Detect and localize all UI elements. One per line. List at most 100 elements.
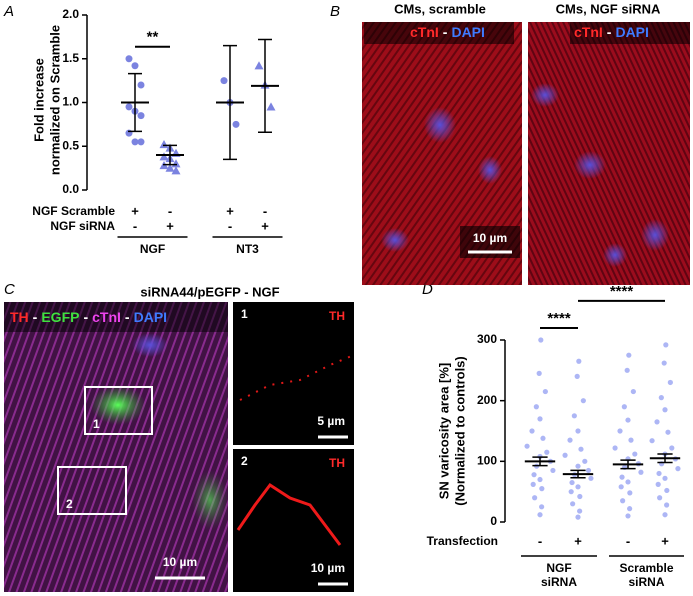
- scale-label: 10 µm: [473, 231, 507, 245]
- row-sign: -: [263, 203, 267, 218]
- stain-text: -: [83, 309, 88, 325]
- row-label: Transfection: [427, 534, 498, 548]
- data-point: [664, 502, 670, 508]
- y-tick-label: 2.0: [62, 7, 79, 21]
- panel-letter: B: [330, 3, 340, 20]
- panel-letter: A: [3, 3, 14, 20]
- stain-legend: cTnI - DAPI: [574, 24, 649, 40]
- data-point: [585, 467, 592, 474]
- data-point: [665, 429, 671, 435]
- row-sign: +: [574, 533, 582, 548]
- data-point: [649, 438, 655, 444]
- row-sign: -: [538, 533, 542, 548]
- stain-text: EGFP: [41, 309, 79, 325]
- image-title: CMs, scramble: [394, 1, 486, 16]
- data-point: [538, 337, 544, 343]
- data-point: [125, 103, 133, 111]
- data-point: [137, 112, 145, 120]
- data-point: [577, 493, 583, 500]
- egfp-cell: [192, 470, 228, 530]
- stain-text: cTnI: [410, 24, 439, 40]
- group-label: siRNA: [541, 575, 577, 589]
- data-point: [630, 388, 636, 395]
- nucleus: [603, 243, 627, 267]
- data-point: [539, 486, 545, 492]
- stain-text: DAPI: [615, 24, 648, 40]
- data-point: [625, 417, 631, 423]
- label-bg: [4, 302, 228, 332]
- data-point: [620, 498, 626, 504]
- y-tick-label: 100: [477, 454, 497, 468]
- data-point: [137, 81, 145, 89]
- row-sign: -: [168, 203, 172, 218]
- data-point: [662, 512, 668, 518]
- stain-legend: TH - EGFP - cTnI - DAPI: [10, 309, 167, 325]
- significance-label: ****: [610, 283, 634, 300]
- error-bar: [532, 456, 548, 467]
- inset-stain: TH: [329, 456, 345, 470]
- data-point: [621, 404, 627, 410]
- error-bar: [223, 44, 237, 161]
- data-point: [662, 407, 668, 413]
- scale-label: 10 µm: [163, 555, 197, 569]
- image-title: CMs, NGF siRNA: [556, 1, 661, 16]
- data-point: [574, 373, 580, 379]
- stain-text: -: [125, 309, 130, 325]
- data-point: [531, 472, 537, 478]
- stain-text: -: [33, 309, 38, 325]
- inset-stain: TH: [329, 309, 345, 323]
- significance-label: **: [147, 29, 159, 46]
- row-sign: -: [626, 533, 630, 548]
- group-label: NGF: [140, 242, 165, 256]
- data-point: [575, 463, 581, 469]
- panel-c: siRNA44/pEGFP - NGF 1 2 10 µm 1 TH 5 µm …: [4, 284, 355, 592]
- data-point: [571, 413, 577, 419]
- data-point: [667, 379, 673, 386]
- nucleus: [641, 219, 669, 251]
- nucleus: [424, 107, 456, 143]
- data-point: [529, 428, 535, 434]
- data-point: [542, 388, 548, 395]
- row-sign: +: [661, 533, 669, 548]
- data-point: [537, 416, 543, 422]
- row-sign: +: [261, 218, 269, 233]
- stain-text: cTnI: [92, 309, 121, 325]
- error-bar: [128, 72, 142, 133]
- nucleus: [381, 228, 409, 252]
- inset-box-label: 1: [93, 417, 100, 431]
- nucleus: [531, 83, 559, 107]
- y-tick-label: 300: [477, 332, 497, 346]
- data-point: [580, 398, 586, 404]
- data-point: [578, 446, 584, 452]
- panel-letter: C: [4, 281, 15, 298]
- row-sign: +: [226, 203, 234, 218]
- data-point: [576, 358, 582, 364]
- data-point: [624, 367, 630, 373]
- image-title: siRNA44/pEGFP - NGF: [140, 284, 279, 299]
- data-point: [254, 61, 264, 70]
- data-point: [550, 467, 556, 474]
- panel-b: CMs, scramble CMs, NGF siRNA 10 µm: [362, 1, 690, 285]
- y-axis-label: SN varicosity area [%]: [436, 363, 451, 500]
- data-point: [658, 395, 664, 401]
- data-point: [532, 495, 538, 501]
- y-axis-label: Fold increase: [31, 58, 46, 142]
- stain-text: cTnI: [574, 24, 603, 40]
- data-point: [655, 481, 661, 487]
- stain-text: DAPI: [451, 24, 484, 40]
- group-label: NT3: [236, 242, 259, 256]
- data-point: [131, 62, 139, 70]
- data-point: [165, 163, 175, 172]
- data-point: [625, 513, 631, 519]
- data-point: [524, 443, 530, 449]
- stain-text: -: [443, 24, 448, 40]
- axon: [239, 354, 355, 401]
- label-bg: [364, 22, 514, 44]
- label-bg: [570, 22, 690, 44]
- data-point: [632, 451, 638, 457]
- data-point: [530, 481, 536, 487]
- significance-label: ****: [547, 310, 571, 327]
- data-point: [619, 474, 625, 480]
- data-point: [612, 445, 618, 451]
- row-label: NGF Scramble: [32, 204, 115, 218]
